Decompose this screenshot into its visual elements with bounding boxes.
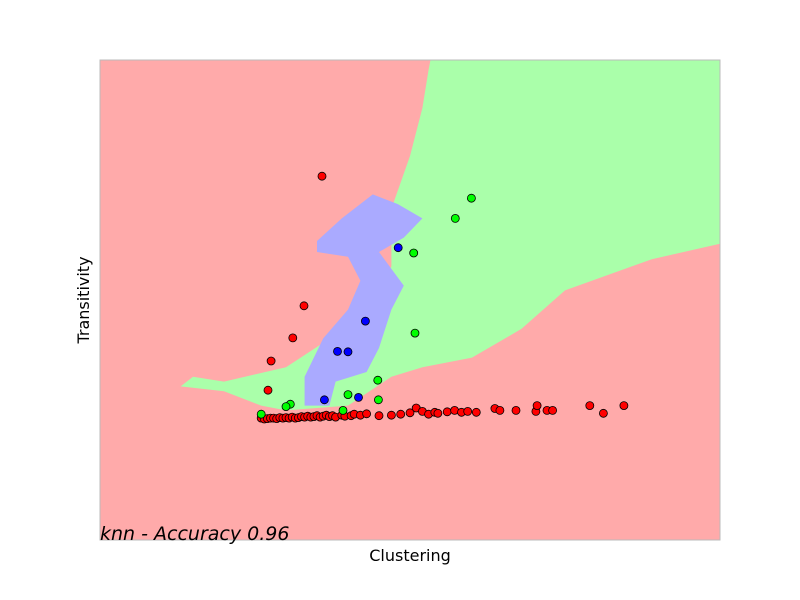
data-point-green bbox=[450, 213, 460, 223]
axes-frame bbox=[99, 59, 721, 541]
data-point-red bbox=[599, 408, 608, 418]
scatter-points bbox=[256, 171, 629, 424]
data-point-red bbox=[405, 408, 415, 418]
data-point-blue bbox=[354, 392, 363, 402]
decision-region-green bbox=[180, 60, 721, 411]
data-point-green bbox=[281, 402, 291, 412]
x-axis-label: Clustering bbox=[369, 546, 451, 565]
data-point-red bbox=[471, 407, 481, 417]
data-point-green bbox=[343, 390, 353, 400]
data-point-red bbox=[532, 401, 542, 411]
data-point-red bbox=[585, 401, 595, 411]
plot-area bbox=[99, 59, 721, 541]
data-point-red bbox=[511, 405, 521, 415]
data-point-red bbox=[619, 401, 629, 411]
accuracy-annotation: knn - Accuracy 0.96 bbox=[100, 523, 289, 545]
data-point-green bbox=[256, 409, 266, 419]
data-point-red bbox=[288, 333, 298, 343]
data-point-red bbox=[548, 405, 557, 415]
data-point-blue bbox=[333, 346, 342, 356]
data-point-red bbox=[263, 385, 273, 395]
data-point-blue bbox=[319, 395, 329, 405]
data-point-blue bbox=[393, 243, 403, 253]
data-point-red bbox=[495, 405, 505, 415]
data-point-red bbox=[396, 409, 406, 419]
data-point-blue bbox=[343, 347, 353, 357]
y-axis-label: Transitivity bbox=[74, 256, 93, 344]
data-point-green bbox=[373, 395, 383, 405]
data-point-red bbox=[386, 410, 396, 420]
data-point-red bbox=[317, 171, 327, 181]
data-point-red bbox=[299, 301, 309, 311]
data-point-green bbox=[410, 328, 420, 338]
data-point-red bbox=[442, 407, 452, 417]
data-point-green bbox=[409, 248, 419, 258]
data-point-red bbox=[463, 406, 473, 416]
data-point-green bbox=[338, 405, 348, 415]
data-point-red bbox=[374, 411, 384, 421]
data-point-red bbox=[362, 409, 372, 419]
data-point-red bbox=[433, 408, 443, 418]
data-point-green bbox=[466, 193, 476, 203]
data-point-green bbox=[373, 375, 383, 385]
data-point-blue bbox=[360, 316, 370, 326]
data-point-red bbox=[266, 356, 276, 366]
